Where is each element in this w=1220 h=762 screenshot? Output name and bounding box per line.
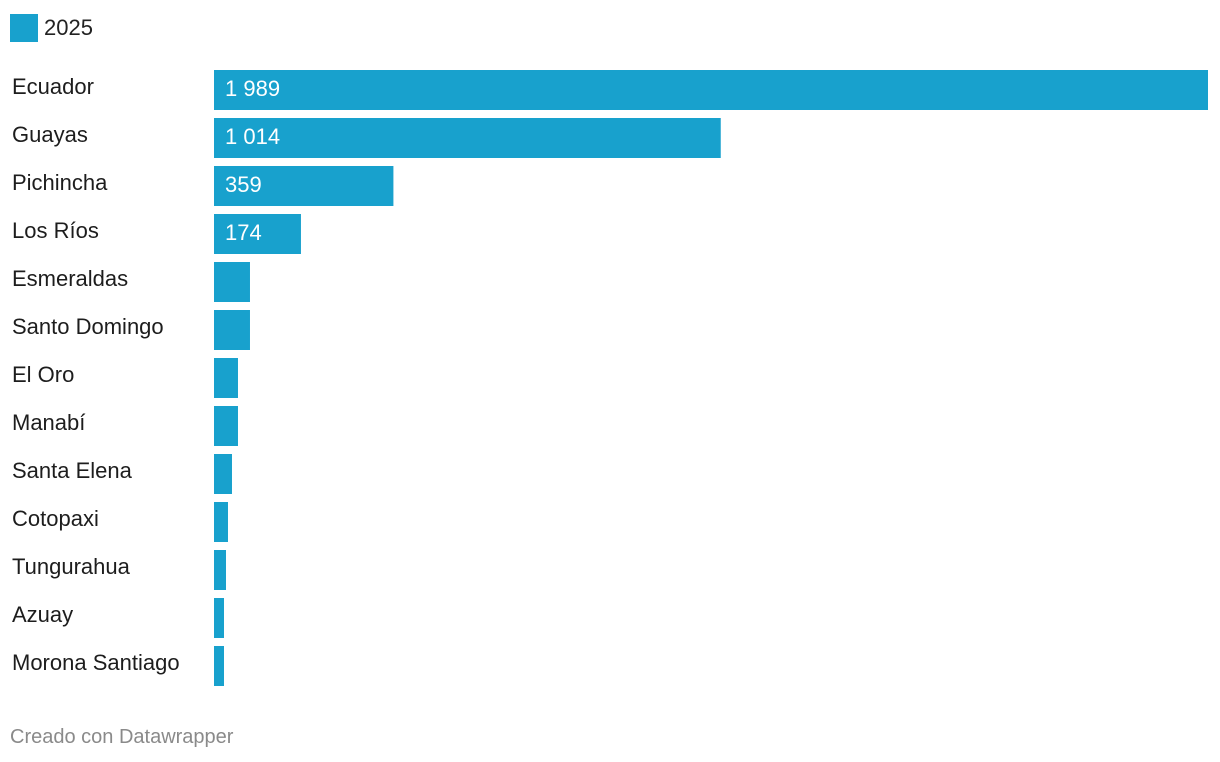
category-label-el-oro: El Oro xyxy=(12,362,74,387)
footer-credit: Creado con Datawrapper xyxy=(10,726,234,748)
bar-santo-domingo xyxy=(214,310,250,350)
bar-azuay xyxy=(214,598,224,638)
bar-santa-elena xyxy=(214,454,232,494)
category-label-guayas: Guayas xyxy=(12,122,88,147)
bar-tungurahua xyxy=(214,550,226,590)
legend: 2025 xyxy=(10,14,93,42)
bar-guayas xyxy=(214,118,721,158)
value-label-los-rios: 174 xyxy=(225,220,262,245)
category-label-ecuador: Ecuador xyxy=(12,74,94,99)
legend-swatch xyxy=(10,14,38,42)
value-label-pichincha: 359 xyxy=(225,172,262,197)
category-label-cotopaxi: Cotopaxi xyxy=(12,506,99,531)
category-label-santa-elena: Santa Elena xyxy=(12,458,133,483)
bar-morona-santiago xyxy=(214,646,224,686)
category-label-los-rios: Los Ríos xyxy=(12,218,99,243)
legend-label: 2025 xyxy=(44,15,93,40)
bar-los-rios xyxy=(214,214,301,254)
category-label-morona-santiago: Morona Santiago xyxy=(12,650,180,675)
bar-pichincha xyxy=(214,166,394,206)
category-label-esmeraldas: Esmeraldas xyxy=(12,266,128,291)
category-label-tungurahua: Tungurahua xyxy=(12,554,131,579)
bar-el-oro xyxy=(214,358,238,398)
bar-cotopaxi xyxy=(214,502,228,542)
bar-ecuador xyxy=(214,70,1208,110)
category-label-santo-domingo: Santo Domingo xyxy=(12,314,164,339)
category-label-manabi: Manabí xyxy=(12,410,85,435)
bar-esmeraldas xyxy=(214,262,250,302)
bar-chart: Ecuador 1 989 Guayas 1 014 Pichincha 359 Los R… xyxy=(12,70,1208,686)
category-label-pichincha: Pichincha xyxy=(12,170,108,195)
value-label-guayas: 1 014 xyxy=(225,124,280,149)
value-label-ecuador: 1 989 xyxy=(225,76,280,101)
bar-manabi xyxy=(214,406,238,446)
category-label-azuay: Azuay xyxy=(12,602,73,627)
